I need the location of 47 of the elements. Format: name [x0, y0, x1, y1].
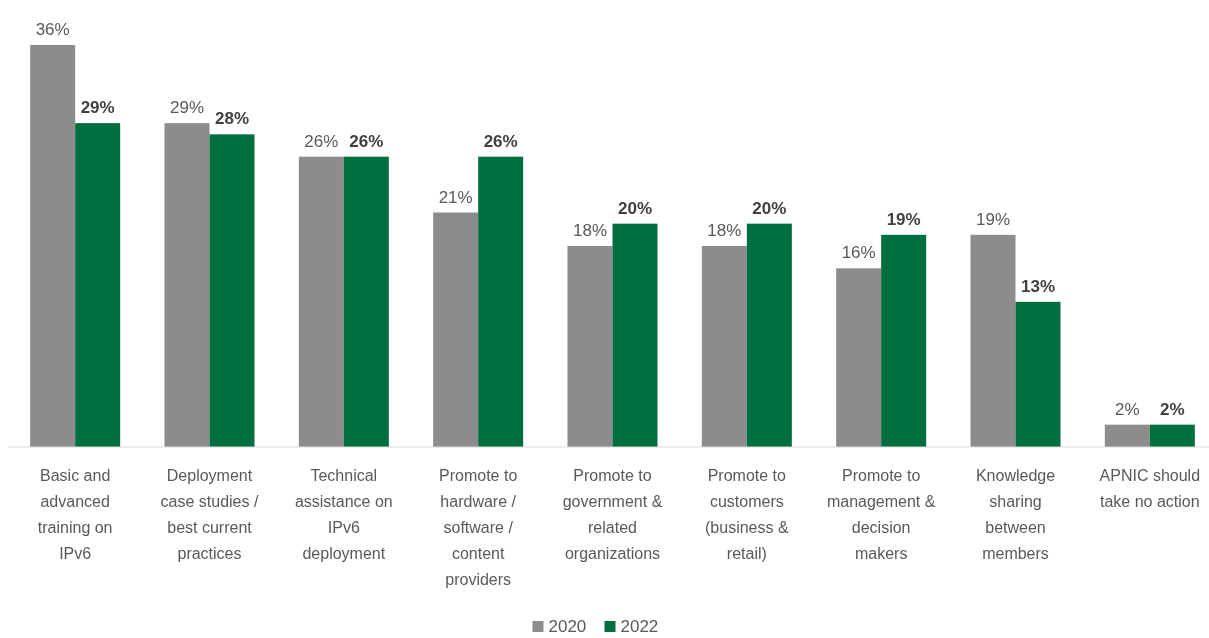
x-tick-label: Promote to hardware / software / content providers — [439, 467, 518, 588]
x-tick-label: Promote to government & related organizations — [562, 467, 663, 562]
x-tick-label: APNIC should take no action — [1099, 467, 1201, 510]
x-tick-label: Technical assistance on IPv6 deployment — [294, 467, 393, 562]
bar — [881, 234, 927, 447]
bar — [75, 123, 121, 447]
bar — [567, 246, 613, 447]
bar — [209, 134, 255, 447]
x-tick-label: Knowledge sharing between members — [975, 467, 1056, 562]
bar — [164, 123, 210, 447]
bar — [746, 223, 792, 447]
data-label: 19% — [886, 209, 921, 229]
bar — [30, 45, 76, 447]
x-tick-label: Basic and advanced training on IPv6 — [37, 467, 113, 562]
legend-label: 2020 — [548, 617, 587, 636]
data-label: 2% — [1160, 399, 1185, 419]
x-tick-label: Promote to customers (business & retail) — [705, 467, 789, 562]
legend-label: 2022 — [620, 617, 659, 636]
data-label: 20% — [752, 198, 787, 218]
bar — [701, 246, 747, 447]
data-label: 36% — [35, 20, 70, 39]
data-label: 19% — [975, 209, 1011, 229]
data-label: 13% — [1020, 276, 1056, 296]
data-label: 29% — [80, 98, 115, 118]
data-label: 26% — [304, 131, 339, 151]
data-label: 18% — [572, 221, 608, 240]
bar — [612, 223, 658, 447]
data-label: 18% — [707, 221, 742, 240]
bar — [343, 156, 389, 447]
bar — [298, 156, 344, 447]
x-tick-label: Deployment case studies / best current practices — [160, 467, 259, 562]
data-label: 2% — [1115, 399, 1140, 419]
bar — [433, 212, 479, 447]
data-label: 29% — [169, 98, 205, 118]
data-label: 26% — [483, 131, 518, 151]
data-label: 16% — [841, 243, 876, 263]
data-label: 20% — [617, 198, 653, 218]
bar — [1015, 301, 1061, 447]
bar — [836, 268, 882, 447]
data-label: 28% — [214, 109, 250, 129]
bar — [478, 156, 524, 447]
bar — [970, 234, 1016, 447]
data-label: 21% — [438, 187, 473, 207]
bar — [1104, 424, 1150, 447]
data-label: 26% — [349, 131, 384, 151]
x-tick-label: Promote to management & decision makers — [826, 467, 936, 562]
bar — [1149, 424, 1195, 447]
